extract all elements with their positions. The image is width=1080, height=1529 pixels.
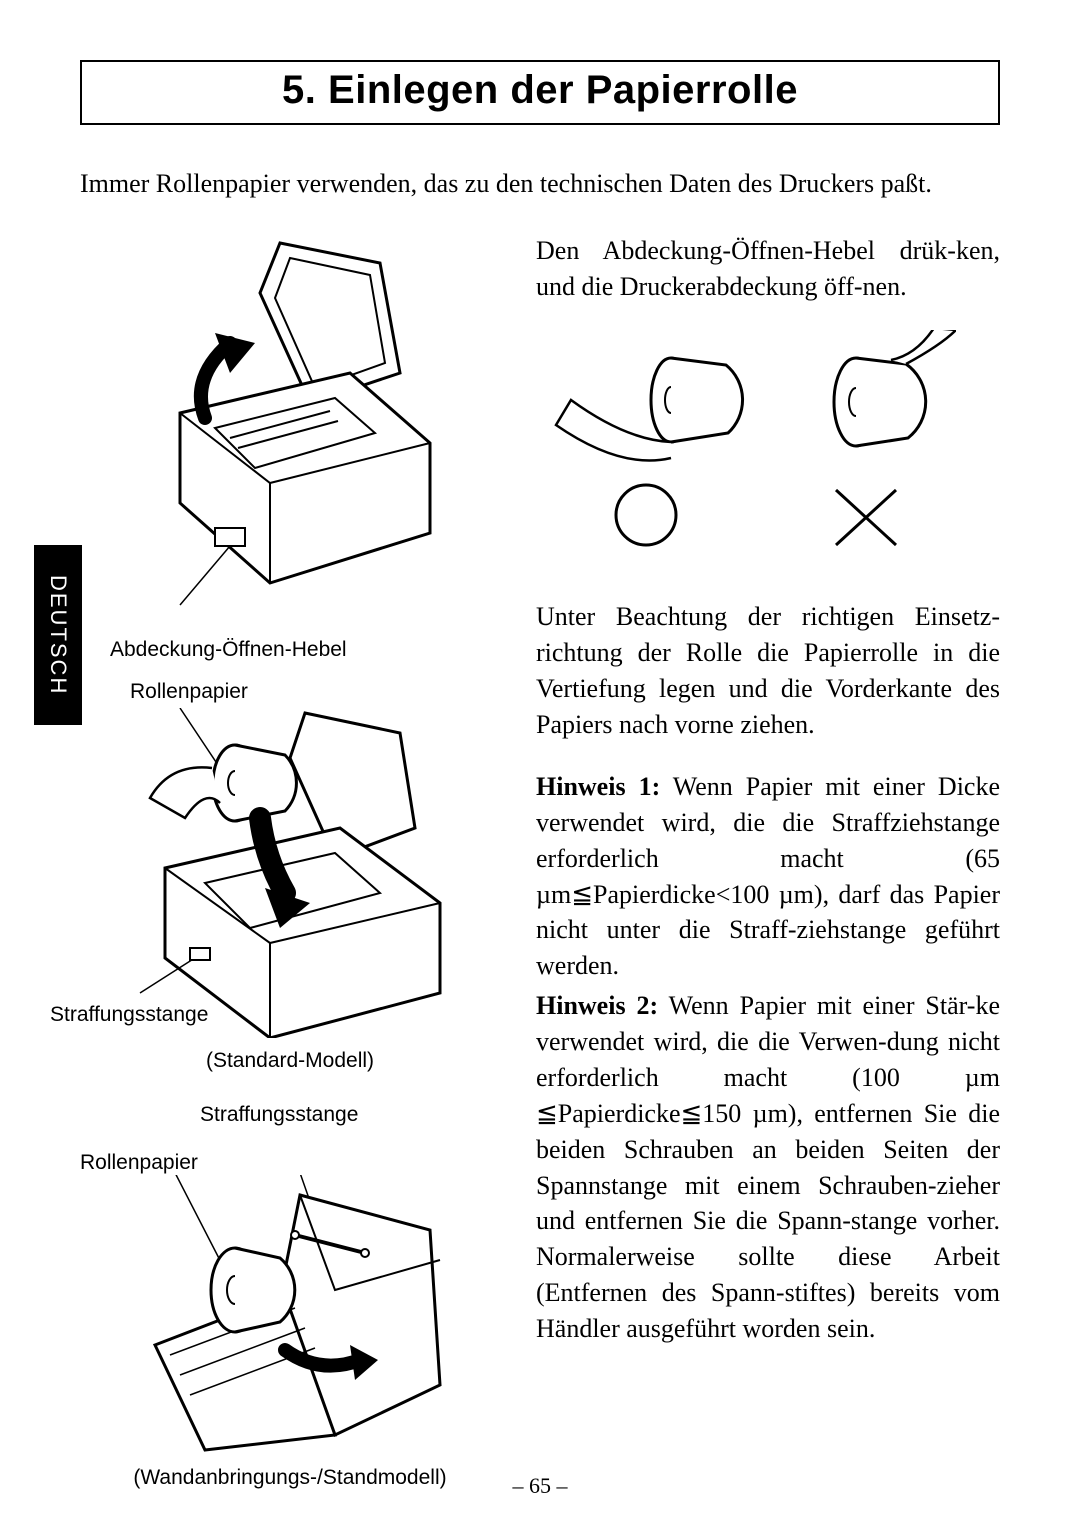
figure-insert-roll-wallstand: Straffungsstange Rollenpapier [80, 1103, 500, 1490]
hinweis-2: Hinweis 2: Wenn Papier mit einer Stär-ke… [536, 988, 1000, 1347]
printer-open-lever-illustration [120, 233, 460, 633]
figure2-paper-label: Rollenpapier [130, 680, 500, 704]
intro-paragraph: Immer Rollenpapier verwenden, das zu den… [80, 165, 1000, 203]
two-column-layout: Abdeckung-Öffnen-Hebel Rollenpapier [80, 233, 1000, 1508]
section-title-box: 5. Einlegen der Papierrolle [80, 60, 1000, 125]
figure-insert-roll-standard: Rollenpapier [80, 680, 500, 1073]
section-title: 5. Einlegen der Papierrolle [82, 68, 998, 113]
page: DEUTSCH 5. Einlegen der Papierrolle Imme… [0, 0, 1080, 1529]
figure1-lever-label: Abdeckung-Öffnen-Hebel [110, 638, 500, 662]
hinweis-1: Hinweis 1: Wenn Papier mit einer Dicke v… [536, 769, 1000, 984]
figure-open-lever: Abdeckung-Öffnen-Hebel [80, 233, 500, 662]
figures-column: Abdeckung-Öffnen-Hebel Rollenpapier [80, 233, 500, 1508]
language-tab-text: DEUTSCH [45, 575, 71, 695]
hinweis-1-label: Hinweis 1: [536, 772, 660, 801]
hinweis-2-text: Wenn Papier mit einer Stär-ke verwendet … [536, 991, 1000, 1343]
right-para-1: Den Abdeckung-Öffnen-Hebel drük-ken, und… [536, 233, 1000, 305]
figure3-bar-label: Straffungsstange [200, 1103, 500, 1127]
printer-wallstand-illustration [110, 1175, 470, 1455]
language-tab: DEUTSCH [34, 545, 82, 725]
page-number: – 65 – [0, 1473, 1080, 1499]
hinweis-1-text: Wenn Papier mit einer Dicke verwendet wi… [536, 772, 1000, 980]
text-column: Den Abdeckung-Öffnen-Hebel drük-ken, und… [536, 233, 1000, 1508]
roll-orientation-svg [536, 330, 956, 560]
right-para-2: Unter Beachtung der richtigen Einsetz-ri… [536, 599, 1000, 743]
hinweis-2-label: Hinweis 2: [536, 991, 658, 1020]
figure3-paper-label: Rollenpapier [80, 1151, 500, 1175]
roll-orientation-diagram [536, 330, 1000, 565]
figure2-caption: (Standard-Modell) [80, 1049, 500, 1073]
printer-insert-roll-illustration [110, 708, 470, 1038]
